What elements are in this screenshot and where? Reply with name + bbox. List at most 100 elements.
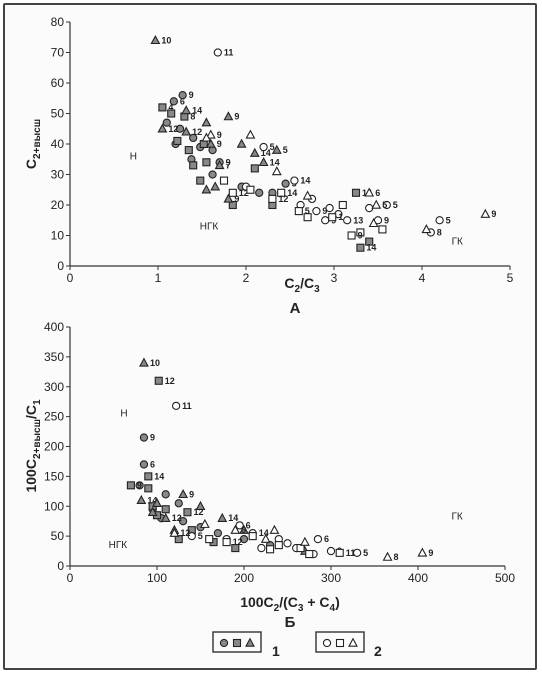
- chart-a-point-square-open: [246, 185, 255, 194]
- chart-b-point-label: 12: [233, 537, 243, 547]
- chart-a-point-circle-filled: [162, 118, 171, 127]
- chart-a-point-square-open: [338, 200, 347, 210]
- chart-b-y-tick-label: 0: [57, 559, 64, 573]
- chart-b-x-ticks: 0 100 200 300 400 500: [67, 566, 515, 585]
- legend-square-filled-icon: [232, 638, 242, 648]
- chart-b-point-square-filled: [174, 535, 183, 544]
- chart-a-point-label: 4: [168, 102, 173, 112]
- chart-a-point-circle-open: [343, 216, 352, 225]
- chart-b-zone-label: НГК: [109, 540, 128, 551]
- chart-b-point-circle-filled: [139, 433, 149, 442]
- chart-a-point-triangle-filled: [258, 156, 269, 167]
- chart-b-point-square-filled: [144, 472, 153, 481]
- chart-a-x-ticks: 0 1 2 3 4 5: [67, 266, 514, 285]
- chart-b-point-label: 12: [165, 376, 175, 386]
- chart-a-point-label: 5: [393, 200, 398, 210]
- chart-a-point-circle-filled: [189, 133, 198, 143]
- chart-a-point-triangle-open: [480, 208, 491, 218]
- chart-a-point-label: 14: [261, 148, 271, 158]
- chart-a-ylabel: C2+высш: [23, 119, 43, 169]
- chart-a-point-label: 9: [234, 112, 239, 122]
- chart-a-point-circle-filled: [178, 91, 187, 100]
- chart-b-point-circle-filled: [174, 499, 183, 508]
- chart-b-x-tick-label: 500: [495, 571, 515, 585]
- chart-b-x-tick-label: 0: [67, 571, 74, 585]
- chart-b-point-label: 6: [324, 534, 329, 544]
- chart-b-point-label: 9: [428, 548, 433, 558]
- chart-b-point-label: 5: [198, 531, 203, 541]
- chart-a-point-label: 14: [270, 157, 280, 167]
- chart-b-point-triangle-open: [417, 547, 428, 557]
- chart-b-point-triangle-filled: [136, 494, 147, 505]
- chart-b-point-triangle-filled: [139, 357, 149, 367]
- chart-b-point-circle-open: [257, 543, 266, 553]
- chart-b-y-tick-label: 100: [44, 499, 64, 513]
- legend: 1 2: [212, 631, 382, 659]
- chart-a-point-square-filled: [356, 243, 365, 252]
- chart-b-point-label: 12: [180, 528, 190, 538]
- chart-b-point-square-filled: [161, 505, 170, 514]
- chart-b-x-tick-label: 200: [234, 571, 254, 585]
- chart-b-point-label: 12: [172, 513, 182, 523]
- chart-b-point-label: 14: [228, 513, 238, 523]
- chart-a-point-triangle-filled: [181, 126, 192, 136]
- chart-b-point-triangle-filled: [178, 488, 189, 499]
- legend-markers-2: [322, 637, 358, 648]
- chart-a-y-tick-label: 10: [51, 229, 65, 243]
- chart-a-point-label: 9: [491, 209, 496, 219]
- chart-a-point-triangle-open: [302, 190, 313, 200]
- chart-b-point-triangle-filled: [147, 506, 158, 516]
- chart-a-point-label: 12: [192, 127, 202, 137]
- chart-a-point-circle-filled: [255, 188, 264, 197]
- chart-a-point-square-open: [219, 176, 229, 185]
- chart-b-point-triangle-open: [260, 533, 271, 543]
- chart-b-xlabel: 100C2/(C3 + C4): [240, 594, 340, 614]
- chart-b-point-triangle-open: [199, 518, 210, 528]
- chart-a-point-circle-filled: [208, 170, 217, 179]
- chart-a-point-square-filled: [184, 146, 193, 155]
- chart-a-point-circle-open: [435, 216, 444, 225]
- chart-a-point-label: 12: [239, 188, 249, 198]
- chart-a-point-label: 14: [366, 243, 376, 253]
- chart-b-point-circle-open: [352, 548, 362, 558]
- chart-a-point-label: 9: [384, 215, 389, 225]
- chart-b-y-tick-label: 150: [44, 469, 64, 483]
- chart-a-point-square-open: [228, 188, 237, 197]
- chart-a-point-label: 9: [189, 90, 194, 100]
- chart-a-point-label: 6: [375, 188, 380, 198]
- chart-b-point-circle-filled: [213, 528, 223, 538]
- chart-a-y-tick-label: 50: [51, 107, 65, 121]
- chart-b-point-circle-open: [283, 539, 292, 548]
- chart-a-y-tick-label: 60: [51, 76, 65, 90]
- legend-box-2: [315, 631, 365, 653]
- chart-a-point-triangle-open: [245, 129, 256, 139]
- legend-square-open-icon: [335, 638, 345, 648]
- chart-b-point-square-filled: [231, 544, 240, 553]
- chart-b-point-circle-open: [187, 531, 196, 541]
- chart-a-point-label: 5: [446, 215, 451, 225]
- chart-a-point-triangle-filled: [201, 184, 212, 194]
- chart-b-x-tick-label: 300: [321, 571, 341, 585]
- chart-a-point-label: 9: [217, 139, 222, 149]
- chart-a-point-label: 14: [300, 176, 310, 186]
- chart-b-point-label: 11: [182, 401, 192, 411]
- chart-a-point-label: 9: [226, 157, 231, 167]
- chart-a-y-ticks: 0 10 20 30 40 50 60 70 80: [51, 15, 70, 273]
- chart-a-x-tick-label: 2: [243, 271, 250, 285]
- chart-b-point-circle-open: [171, 401, 181, 411]
- chart-b-zone-label: ГК: [452, 511, 463, 522]
- chart-b-y-tick-label: 200: [44, 440, 64, 454]
- chart-b-point-label: 8: [394, 552, 399, 562]
- chart-a-point-square-open: [268, 194, 277, 203]
- chart-b-point-triangle-filled: [195, 500, 206, 511]
- chart-a-point-triangle-filled: [214, 159, 225, 170]
- chart-a-point-label: 14: [192, 105, 202, 115]
- chart-a-y-tick-label: 80: [51, 15, 65, 29]
- legend-triangle-filled-icon: [245, 637, 255, 647]
- chart-a-point-label: 8: [437, 227, 442, 237]
- chart-b-point-triangle-open: [169, 527, 180, 537]
- chart-b-x-tick-label: 400: [408, 571, 428, 585]
- legend-label-1: 1: [272, 643, 280, 659]
- chart-a-point-square-open: [378, 225, 387, 234]
